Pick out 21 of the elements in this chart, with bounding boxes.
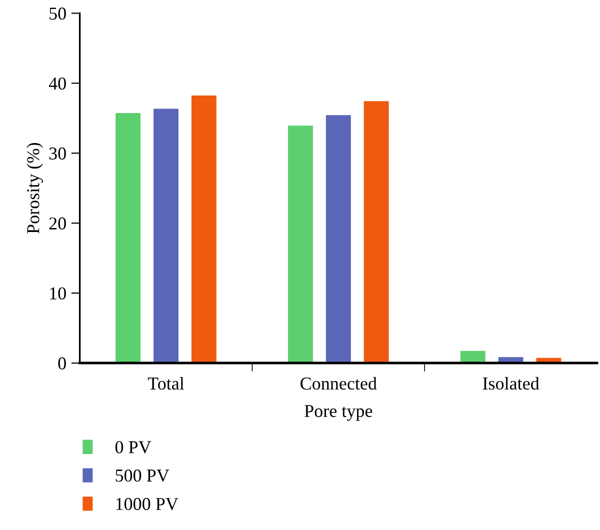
- bar: [460, 350, 486, 364]
- y-tick-label: 10: [50, 287, 66, 300]
- legend-label: 1000 PV: [116, 498, 178, 510]
- y-axis-title: Porosity (%): [26, 143, 43, 234]
- y-tick-label: 20: [49, 217, 66, 230]
- legend-label: 500 PV: [116, 469, 170, 482]
- x-axis-title: Pore type: [304, 405, 372, 421]
- bar: [190, 94, 218, 364]
- bar: [363, 100, 390, 364]
- bar: [325, 114, 352, 364]
- y-tick-label: 50: [50, 8, 66, 20]
- bar: [287, 124, 314, 364]
- x-tick-label: Isolated: [482, 376, 540, 390]
- bar: [152, 108, 180, 364]
- legend-label: 0 PV: [115, 441, 152, 454]
- y-tick-label: 0: [58, 357, 66, 370]
- y-tick-label: 40: [48, 77, 66, 90]
- x-tick-label: Connected: [300, 376, 377, 390]
- bar: [114, 112, 142, 364]
- y-tick-label: 30: [49, 147, 66, 160]
- x-tick-label: Total: [148, 376, 184, 390]
